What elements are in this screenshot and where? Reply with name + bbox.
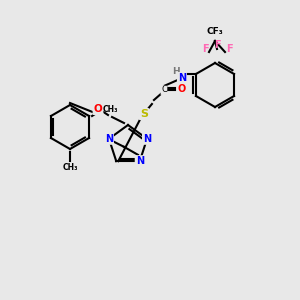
Text: N: N <box>136 156 144 166</box>
Text: C: C <box>161 85 167 94</box>
Text: N: N <box>105 134 113 144</box>
Text: CH₃: CH₃ <box>103 106 118 115</box>
Text: CH₃: CH₃ <box>62 163 78 172</box>
Text: N: N <box>178 73 186 83</box>
Text: O: O <box>94 104 102 114</box>
Text: CF₃: CF₃ <box>207 26 224 35</box>
Text: N: N <box>143 134 151 144</box>
Text: S: S <box>140 109 148 119</box>
Text: F: F <box>226 44 232 54</box>
Text: F: F <box>214 40 220 50</box>
Text: H: H <box>172 68 180 76</box>
Text: O: O <box>178 84 186 94</box>
Text: F: F <box>202 44 208 54</box>
